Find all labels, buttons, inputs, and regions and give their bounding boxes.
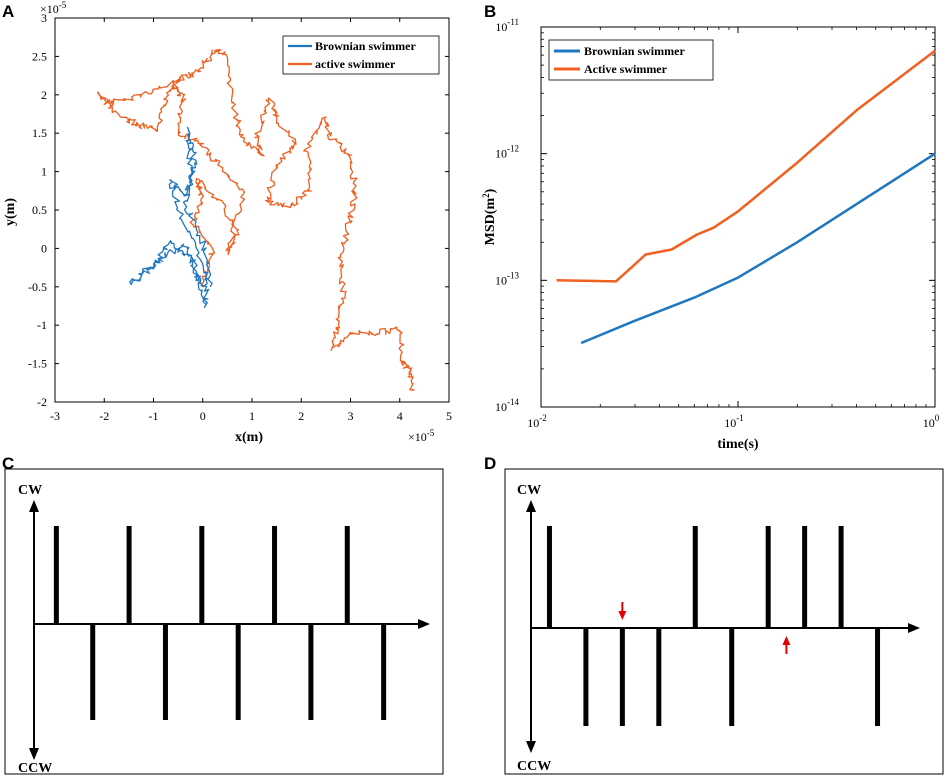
diagram-d-cw-pulse — [546, 526, 552, 628]
chart-a-y-exponent: ×10-5 — [40, 0, 67, 16]
diagram-d: CW CCW — [504, 468, 944, 775]
chart-b-x-tick-power: -2 — [539, 413, 547, 423]
chart-b-legend-label-active: Active swimmer — [584, 62, 668, 76]
diagram-d-ccw-pulse — [875, 628, 881, 726]
diagram-d-up-arrowhead — [526, 500, 536, 512]
chart-a-x-tick-label: -1 — [149, 409, 159, 423]
diagram-d-ccw-pulse — [583, 628, 589, 726]
chart-b-active-line — [556, 49, 936, 283]
diagram-c-ccw-pulse — [235, 624, 241, 720]
chart-a-y-ticks: -2 -1.5 -1 -0.5 0 0.5 1 1.5 2 2.5 3 — [28, 11, 449, 409]
diagram-d-cw-pulse — [802, 526, 808, 628]
diagram-d-ccw-pulse — [619, 628, 625, 726]
chart-b-x-tick-power: 0 — [935, 413, 940, 423]
chart-a-y-tick-label: -2 — [37, 395, 47, 409]
diagram-d-down-arrowhead — [526, 741, 536, 753]
diagram-c-ccw-pulse — [162, 624, 168, 720]
chart-a-legend-box — [282, 35, 440, 75]
diagram-d-red-arrow-down-head — [618, 611, 627, 620]
chart-a-y-tick-label: 2 — [41, 88, 47, 102]
chart-a-legend-label-brownian: Brownian swimmer — [315, 39, 416, 53]
diagram-c-ccw-pulse — [308, 624, 314, 720]
diagram-d-frame — [504, 468, 944, 775]
chart-a-y-label: y(m) — [3, 198, 18, 226]
chart-b-y-tick-power: -12 — [507, 144, 519, 154]
chart-a-y-tick-label: 3 — [41, 11, 47, 25]
diagram-d-ccw-label: CCW — [517, 759, 551, 774]
diagram-c-ccw-pulse — [381, 624, 387, 720]
panel-letter-a: A — [2, 2, 14, 21]
chart-a-x-tick-label: 4 — [397, 409, 403, 423]
chart-a-y-tick-label: -1 — [37, 318, 47, 332]
chart-a-y-tick-label: 0.5 — [32, 203, 47, 217]
chart-a-x-label: x(m) — [235, 430, 263, 445]
chart-b-y-tick-power: -14 — [507, 397, 519, 407]
chart-a-x-tick-label: -3 — [50, 409, 60, 423]
chart-b-brownian-line — [580, 152, 936, 345]
diagram-c-cw-pulse — [53, 526, 59, 624]
chart-b-legend: Brownian swimmer Active swimmer — [548, 39, 714, 81]
chart-a-brownian-trajectory — [129, 126, 213, 308]
diagram-c: CW CCW — [4, 468, 444, 776]
diagram-d-cw-pulse — [692, 526, 698, 628]
chart-b-legend-box — [548, 39, 714, 81]
chart-a-x-tick-label: 2 — [298, 409, 304, 423]
diagram-c-cw-pulse — [199, 526, 205, 624]
chart-b-x-label: time(s) — [717, 437, 759, 452]
diagram-d-red-arrow-up-head — [782, 636, 791, 645]
chart-a-y-tick-label: -0.5 — [28, 280, 47, 294]
panel-letter-b: B — [484, 2, 496, 21]
chart-a-y-tick-label: -1.5 — [28, 357, 47, 371]
chart-a-y-tick-label: 2.5 — [32, 49, 47, 63]
chart-a-x-ticks: -3 -2 -1 0 1 2 3 4 5 — [50, 18, 452, 423]
diagram-c-cw-pulse — [272, 526, 278, 624]
diagram-c-ccw-pulse — [90, 624, 96, 720]
chart-a-x-tick-label: 0 — [200, 409, 206, 423]
chart-b-series — [556, 49, 936, 345]
chart-a-x-tick-label: 1 — [249, 409, 255, 423]
chart-b-y-label: MSD(m2) — [481, 188, 498, 245]
chart-a-series — [97, 49, 415, 392]
diagram-d-markers — [618, 602, 791, 654]
diagram-c-frame — [4, 468, 444, 775]
diagram-c-cw-label: CW — [18, 483, 42, 498]
diagram-c-up-arrowhead — [29, 500, 39, 512]
panel-letter-d: D — [484, 454, 496, 473]
diagram-d-ccw-pulse — [656, 628, 662, 726]
diagram-c-down-arrowhead — [29, 748, 39, 760]
chart-a-active-trajectory — [97, 49, 415, 392]
chart-b-y-tick-power: -11 — [507, 17, 519, 27]
chart-a-x-tick-label: 3 — [348, 409, 354, 423]
chart-a-x-tick-label: -2 — [99, 409, 109, 423]
diagram-c-time-arrowhead — [418, 619, 430, 629]
chart-b-legend-label-brownian: Brownian swimmer — [584, 44, 685, 58]
chart-b-y-tick-power: -13 — [507, 270, 519, 280]
diagram-c-cw-pulse — [126, 526, 132, 624]
diagram-d-cw-pulse — [765, 526, 771, 628]
diagram-d-time-arrowhead — [908, 623, 920, 633]
chart-a-x-tick-label: 5 — [446, 409, 452, 423]
diagram-c-ccw-label: CCW — [18, 761, 52, 776]
chart-a-y-tick-label: 0 — [41, 241, 47, 255]
chart-a-y-tick-label: 1 — [41, 165, 47, 179]
diagram-d-pulses — [546, 526, 881, 726]
diagram-d-cw-pulse — [838, 526, 844, 628]
diagram-c-pulses — [53, 526, 387, 720]
diagram-d-ccw-pulse — [729, 628, 735, 726]
chart-a-y-tick-label: 1.5 — [32, 126, 47, 140]
panel-letter-c: C — [2, 454, 14, 473]
diagram-d-cw-label: CW — [517, 483, 541, 498]
chart-a: -3 -2 -1 0 1 2 3 4 5 -2-1.5-1-0.500.511.522.53 ×… — [3, 0, 452, 445]
chart-a-x-exponent: ×10-5 — [408, 428, 435, 444]
chart-b-x-tick-power: -1 — [736, 413, 744, 423]
chart-a-legend: Brownian swimmer active swimmer — [282, 35, 440, 75]
chart-a-legend-label-active: active swimmer — [315, 57, 396, 71]
diagram-c-cw-pulse — [344, 526, 350, 624]
